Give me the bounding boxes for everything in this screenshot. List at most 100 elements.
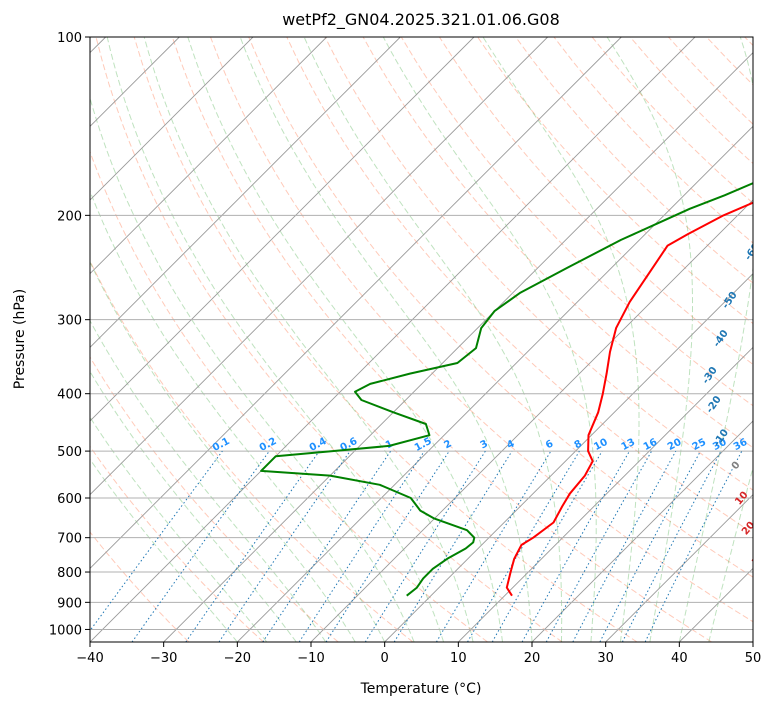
mixing-ratio-line xyxy=(218,450,351,642)
moist-adiabat-line xyxy=(143,37,474,642)
isotherm-line xyxy=(605,494,753,642)
moist-adiabat-label: 20 xyxy=(740,520,757,538)
dry-adiabat-line xyxy=(210,37,753,623)
isotherm-line xyxy=(237,125,753,642)
mixing-ratio-line xyxy=(185,450,320,642)
x-tick-label: −20 xyxy=(224,651,251,666)
y-tick-label: 700 xyxy=(57,532,82,547)
isotherm-line xyxy=(90,37,622,569)
dry-adiabat-line xyxy=(400,37,753,407)
isotherm-line xyxy=(384,273,753,642)
dry-adiabat-line xyxy=(90,150,488,642)
mixing-ratio-line xyxy=(298,450,425,642)
x-tick-label: 30 xyxy=(597,651,614,666)
axes: −40 −30 −20 −10 0 10 20 30 40 50 100 200 300 400 500 60… xyxy=(49,31,761,666)
x-tick-label: 10 xyxy=(450,651,467,666)
x-tick-label: 40 xyxy=(671,651,688,666)
moist-adiabat-line xyxy=(239,37,533,642)
dry-adiabat-label: -20 xyxy=(704,394,723,415)
dry-adiabat-line xyxy=(515,37,753,284)
dry-adiabat-line xyxy=(171,37,712,642)
dry-adiabat-label: -40 xyxy=(711,328,730,349)
y-tick-label: 600 xyxy=(57,492,82,507)
y-tick-label: 900 xyxy=(57,596,82,611)
mixing-ratio-label: 4 xyxy=(505,438,516,451)
isotherm-line xyxy=(458,346,753,642)
dry-adiabat-line xyxy=(90,531,190,642)
dry-adiabat-label: -60 xyxy=(743,241,762,262)
dewpoint-profile-line xyxy=(260,182,753,597)
dry-adiabat-label: -70 xyxy=(770,193,775,214)
isotherm-line xyxy=(90,37,401,348)
mixing-ratio-line xyxy=(644,450,743,642)
x-tick-label: 0 xyxy=(381,651,389,666)
mixing-ratio-line xyxy=(467,450,580,642)
moist-adiabat-line xyxy=(90,189,386,642)
dry-adiabat-line xyxy=(90,259,414,642)
y-tick-label: 1000 xyxy=(49,623,82,638)
isotherm-line xyxy=(90,37,254,201)
moist-adiabat-line xyxy=(90,319,327,642)
isotherm-line xyxy=(752,641,753,642)
mixing-ratio-line xyxy=(572,450,677,642)
x-tick-label: −10 xyxy=(297,651,324,666)
plot-area: 0.10.20.40.611.52346810131620253036-100-… xyxy=(90,37,775,642)
y-tick-label: 500 xyxy=(57,445,82,460)
isotherm-line xyxy=(90,37,696,642)
isotherm-line xyxy=(531,420,753,642)
dry-adiabat-line xyxy=(95,37,563,642)
moist-adiabat-line xyxy=(90,370,297,642)
mixing-ratio-label: 16 xyxy=(642,437,659,453)
mixing-ratio-label: 10 xyxy=(592,437,609,453)
dry-adiabat-line xyxy=(133,37,638,642)
mixing-ratio-line xyxy=(90,450,223,632)
moist-adiabat-line xyxy=(303,37,563,642)
x-tick-label: 20 xyxy=(524,651,541,666)
dry-adiabat-line xyxy=(90,356,339,642)
mixing-ratio-line xyxy=(325,450,450,642)
y-tick-label: 100 xyxy=(57,31,82,46)
temperature-profile-line xyxy=(505,201,753,597)
mixing-ratio-label: 3 xyxy=(479,438,490,451)
chart-title: wetPf2_GN04.2025.321.01.06.G08 xyxy=(282,10,560,30)
isotherm-line xyxy=(90,37,327,275)
mixing-ratio-label: 6 xyxy=(544,438,555,451)
dry-adiabat-line xyxy=(248,37,753,578)
dry-adiabat-label: -50 xyxy=(720,290,739,311)
mixing-ratio-label: 25 xyxy=(691,437,708,453)
moist-adiabat-line xyxy=(106,37,445,642)
y-tick-label: 300 xyxy=(57,314,82,329)
x-tick-label: −40 xyxy=(76,651,103,666)
moist-adiabat-label: 10 xyxy=(733,490,750,508)
dry-adiabat-line xyxy=(90,445,264,642)
dry-adiabat-line xyxy=(591,37,753,204)
x-axis-label: Temperature (°C) xyxy=(360,681,482,697)
x-tick-label: −30 xyxy=(150,651,177,666)
y-tick-label: 800 xyxy=(57,566,82,581)
isotherm-line xyxy=(90,37,548,496)
x-tick-label: 50 xyxy=(745,651,762,666)
mixing-ratio-label: 8 xyxy=(573,438,584,451)
mixing-ratio-line xyxy=(545,450,653,642)
mixing-ratio-line xyxy=(262,450,392,642)
mixing-ratio-label: 2 xyxy=(442,438,453,451)
y-tick-label: 200 xyxy=(57,209,82,224)
plot-frame xyxy=(89,36,754,643)
isotherm-line xyxy=(90,37,475,422)
moist-adiabat-line xyxy=(90,458,238,642)
mixing-ratio-line xyxy=(393,450,513,642)
moist-adiabat-line xyxy=(606,37,693,642)
moist-adiabat-line xyxy=(90,260,356,642)
moist-adiabat-label: 40 xyxy=(769,580,775,598)
y-axis-label: Pressure (hPa) xyxy=(12,289,28,389)
y-tick-label: 400 xyxy=(57,388,82,403)
moist-adiabat-line xyxy=(482,37,640,642)
moist-adiabat-line xyxy=(187,37,503,642)
isotherm-line xyxy=(163,52,753,642)
mixing-ratio-line xyxy=(131,450,270,642)
moist-adiabat-line xyxy=(90,416,268,642)
moist-adiabat-line xyxy=(678,37,753,642)
moist-adiabat-label: 30 xyxy=(750,550,767,568)
mixing-ratio-line xyxy=(521,450,630,642)
